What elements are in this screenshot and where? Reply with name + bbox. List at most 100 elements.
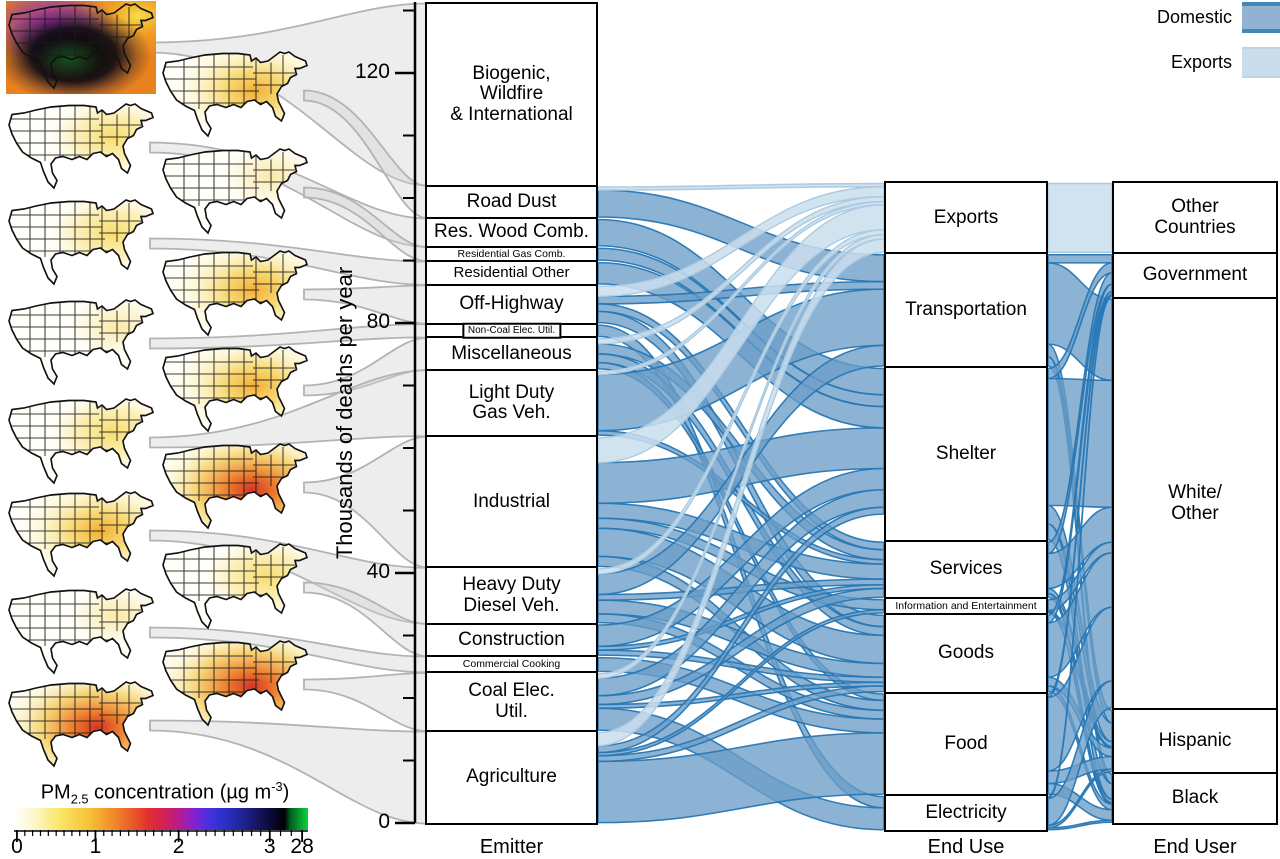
emitter-node-label: Miscellaneous: [451, 342, 572, 364]
pm25-map-residential-gas-comb: [162, 148, 309, 235]
flow-domestic: [1047, 592, 1113, 804]
end-use-node-label: Transportation: [905, 299, 1027, 321]
flow-domestic: [597, 502, 885, 580]
end-use-node-label: Shelter: [935, 442, 997, 464]
flow-domestic: [1047, 262, 1113, 380]
flow-domestic: [1047, 782, 1113, 822]
colorbar-gradient: [14, 808, 308, 830]
flow-domestic: [597, 506, 885, 754]
pm25-map-industrial: [162, 443, 309, 530]
flow-domestic: [1047, 768, 1113, 829]
flow-domestic: [597, 517, 885, 611]
emitter-node-agriculture: Agriculture: [425, 730, 598, 826]
pm25-map-non-coal-elec-util: [8, 299, 155, 386]
axis-tick-label-0: 0: [378, 810, 390, 833]
end-use-node-electricity: Electricity: [884, 794, 1048, 833]
pm25-map-biogenic-wildfire-international: [6, 1, 156, 94]
end-use-column: Exports Transportation Shelter Services Info…: [884, 0, 1048, 859]
legend-item-exports: Exports: [1060, 46, 1280, 79]
pm25-map-res-wood-comb: [8, 103, 155, 190]
emitter-node-residential-other: Residential Other: [425, 260, 598, 287]
colorbar-tick-label-28: 28: [290, 835, 314, 858]
emitter-node-non-coal-elec-util: Non-Coal Elec. Util.: [425, 322, 598, 339]
flow-domestic: [597, 280, 885, 305]
end-use-stage-label: End Use: [927, 836, 1005, 858]
flow-export: [597, 182, 885, 191]
flow-domestic: [597, 578, 885, 601]
map-leader-band: [303, 671, 428, 733]
end-user-node-black: Black: [1112, 771, 1278, 825]
emitter-node-res-wood-comb: Res. Wood Comb.: [425, 217, 598, 249]
emitter-node-construction: Construction: [425, 622, 598, 658]
end-user-stage-label: End User: [1153, 836, 1237, 858]
end-use-node-label: Information and Entertainment: [895, 599, 1037, 612]
flow-domestic: [1047, 819, 1113, 831]
flow-domestic: [1047, 587, 1113, 748]
flow-domestic: [597, 303, 885, 551]
end-user-node-other-countries: Other Countries: [1112, 181, 1278, 255]
colorbar-tick-label-2: 2: [172, 835, 185, 858]
flow-domestic: [1047, 343, 1113, 724]
flow-domestic: [1047, 680, 1113, 827]
flow-domestic: [1047, 293, 1113, 800]
flow-domestic: [1047, 377, 1113, 509]
emitter-node-miscellaneous: Miscellaneous: [425, 336, 598, 372]
flow-domestic: [597, 488, 885, 697]
flow-domestic: [597, 324, 885, 809]
end-user-node-label: Government: [1142, 264, 1248, 286]
pm25-map-off-highway: [162, 250, 309, 337]
end-use-node-exports: Exports: [884, 181, 1048, 255]
pm25-map-light-duty-gas-veh: [8, 398, 155, 485]
flow-domestic: [1047, 523, 1113, 800]
end-use-node-goods: Goods: [884, 612, 1048, 695]
flow-domestic: [597, 288, 885, 432]
emitter-node-label: Off-Highway: [459, 293, 564, 315]
emitter-node-label: Non-Coal Elec. Util.: [461, 322, 562, 339]
emitter-column: Biogenic, Wildfire & International Road D…: [425, 0, 598, 859]
end-user-node-hispanic: Hispanic: [1112, 707, 1278, 775]
flow-export: [597, 204, 885, 464]
legend-item-domestic: Domestic: [1060, 1, 1280, 34]
colorbar-tick-label-0: 0: [11, 835, 23, 858]
flow-domestic: [597, 427, 885, 505]
pm25-map-construction: [162, 543, 309, 630]
emitter-node-heavy-duty-diesel-veh: Heavy Duty Diesel Veh.: [425, 566, 598, 626]
flow-domestic: [1047, 676, 1113, 758]
pm25-map-heavy-duty-diesel-veh: [8, 491, 155, 578]
flow-domestic: [597, 613, 885, 720]
pm25-map-residential-other: [8, 199, 155, 286]
flow-domestic: [1047, 506, 1113, 590]
flow-domestic: [597, 353, 885, 637]
flow-domestic: [597, 681, 885, 710]
end-user-node-label: Hispanic: [1158, 729, 1232, 751]
emitter-node-coal-elec-util: Coal Elec. Util.: [425, 671, 598, 733]
flow-domestic: [1047, 283, 1113, 624]
flow-export: [597, 238, 885, 747]
flow-export: [597, 195, 885, 345]
flow-domestic: [1047, 609, 1113, 749]
emitter-node-label: Residential Other: [453, 264, 570, 282]
emitter-node-biogenic-wildfire-international: Biogenic, Wildfire & International: [425, 2, 598, 187]
emitter-node-label: Industrial: [472, 490, 551, 512]
map-leader-band: [303, 336, 428, 397]
end-user-node-label: White/ Other: [1168, 481, 1222, 524]
emitter-node-label: Residential Gas Comb.: [457, 247, 566, 260]
end-user-node-label: Other Countries: [1154, 196, 1236, 238]
map-leader-band: [303, 89, 428, 219]
flow-domestic: [1047, 685, 1113, 811]
emitter-node-label: Res. Wood Comb.: [434, 221, 589, 243]
map-leader-band: [303, 435, 428, 569]
end-use-node-label: Exports: [933, 206, 999, 228]
flow-domestic: [597, 310, 885, 628]
end-use-node-label: Electricity: [925, 801, 1007, 823]
emitter-node-label: Light Duty Gas Veh.: [468, 381, 555, 424]
legend-exports-label: Exports: [1170, 52, 1232, 72]
emitter-node-label: Coal Elec. Util.: [468, 680, 555, 722]
legend-domestic-label: Domestic: [1156, 7, 1232, 27]
emitter-node-label: Biogenic, Wildfire & International: [450, 62, 573, 125]
emitter-node-road-dust: Road Dust: [425, 184, 598, 220]
flow-domestic: [1047, 290, 1113, 699]
flow-domestic: [597, 599, 885, 679]
axis-tick-label-40: 40: [366, 560, 390, 583]
